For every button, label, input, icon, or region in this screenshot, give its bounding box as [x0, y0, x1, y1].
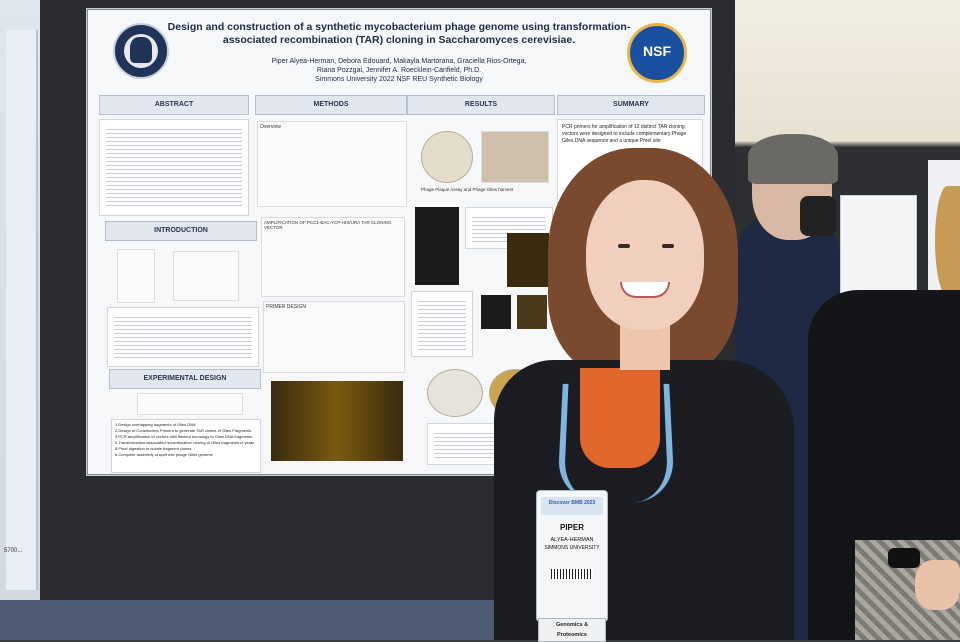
badge-first-name: PIPER — [537, 523, 607, 532]
badge-barcode — [551, 569, 593, 579]
phage-plaque-caption: Phage Plaque Assay and Phage Giles harve… — [421, 187, 551, 192]
poster-title: Design and construction of a synthetic m… — [87, 21, 711, 47]
gel-images — [271, 381, 403, 461]
experimental-design-figure — [137, 393, 243, 415]
poster-authors: Piper Alyea-Herman, Debora Edouard, Maka… — [87, 57, 711, 84]
dna-gel-image — [415, 207, 459, 285]
introduction-text — [107, 307, 259, 367]
methods-heading: METHODS — [255, 95, 407, 115]
gel-result-4 — [517, 295, 547, 329]
badge-ribbon: Genomics & Proteomics — [538, 618, 606, 642]
abstract-heading: ABSTRACT — [99, 95, 249, 115]
name-badge: Discover BMB 2023 PIPER ALYEA-HERMAN SIM… — [536, 490, 608, 622]
summary-heading: SUMMARY — [557, 95, 705, 115]
phage-plate-image — [421, 131, 473, 183]
presenter-face — [586, 180, 704, 330]
wristwatch — [888, 548, 920, 568]
left-poster-fragment-text: 5700... — [4, 548, 22, 554]
methods-overview-figure: Overview — [257, 121, 407, 207]
gel-result-3 — [481, 295, 511, 329]
intro-figure-1 — [117, 249, 155, 303]
background-person-man-hair — [748, 134, 838, 184]
experimental-design-steps: 1.Design overlapping fragments of Giles … — [111, 419, 261, 473]
badge-last-name: ALYEA-HERMAN — [537, 537, 607, 543]
petri-dish-1 — [427, 369, 483, 417]
presenter-eye-left — [618, 244, 630, 248]
results-heading: RESULTS — [407, 95, 555, 115]
introduction-heading: INTRODUCTION — [105, 221, 257, 241]
phage-harvest-image — [481, 131, 549, 183]
abstract-text — [99, 119, 249, 216]
amplification-figure: AMPLIFICATION OF PCC1-BAC-YCP-HIS/URA TA… — [261, 217, 405, 297]
lanyard — [557, 384, 675, 502]
results-table — [411, 291, 473, 357]
face-mask — [800, 196, 836, 236]
intro-figure-2 — [173, 251, 239, 301]
gel-result-2 — [507, 233, 549, 287]
background-person-woman-hair — [935, 186, 960, 296]
badge-event-logo: Discover BMB 2023 — [541, 500, 603, 506]
primer-design-figure: PRIMER DESIGN — [263, 301, 405, 373]
presenter-eye-right — [662, 244, 674, 248]
badge-organization: SIMMONS UNIVERSITY — [537, 545, 607, 551]
experimental-design-heading: EXPERIMENTAL DESIGN — [109, 369, 261, 389]
hand — [915, 560, 960, 610]
